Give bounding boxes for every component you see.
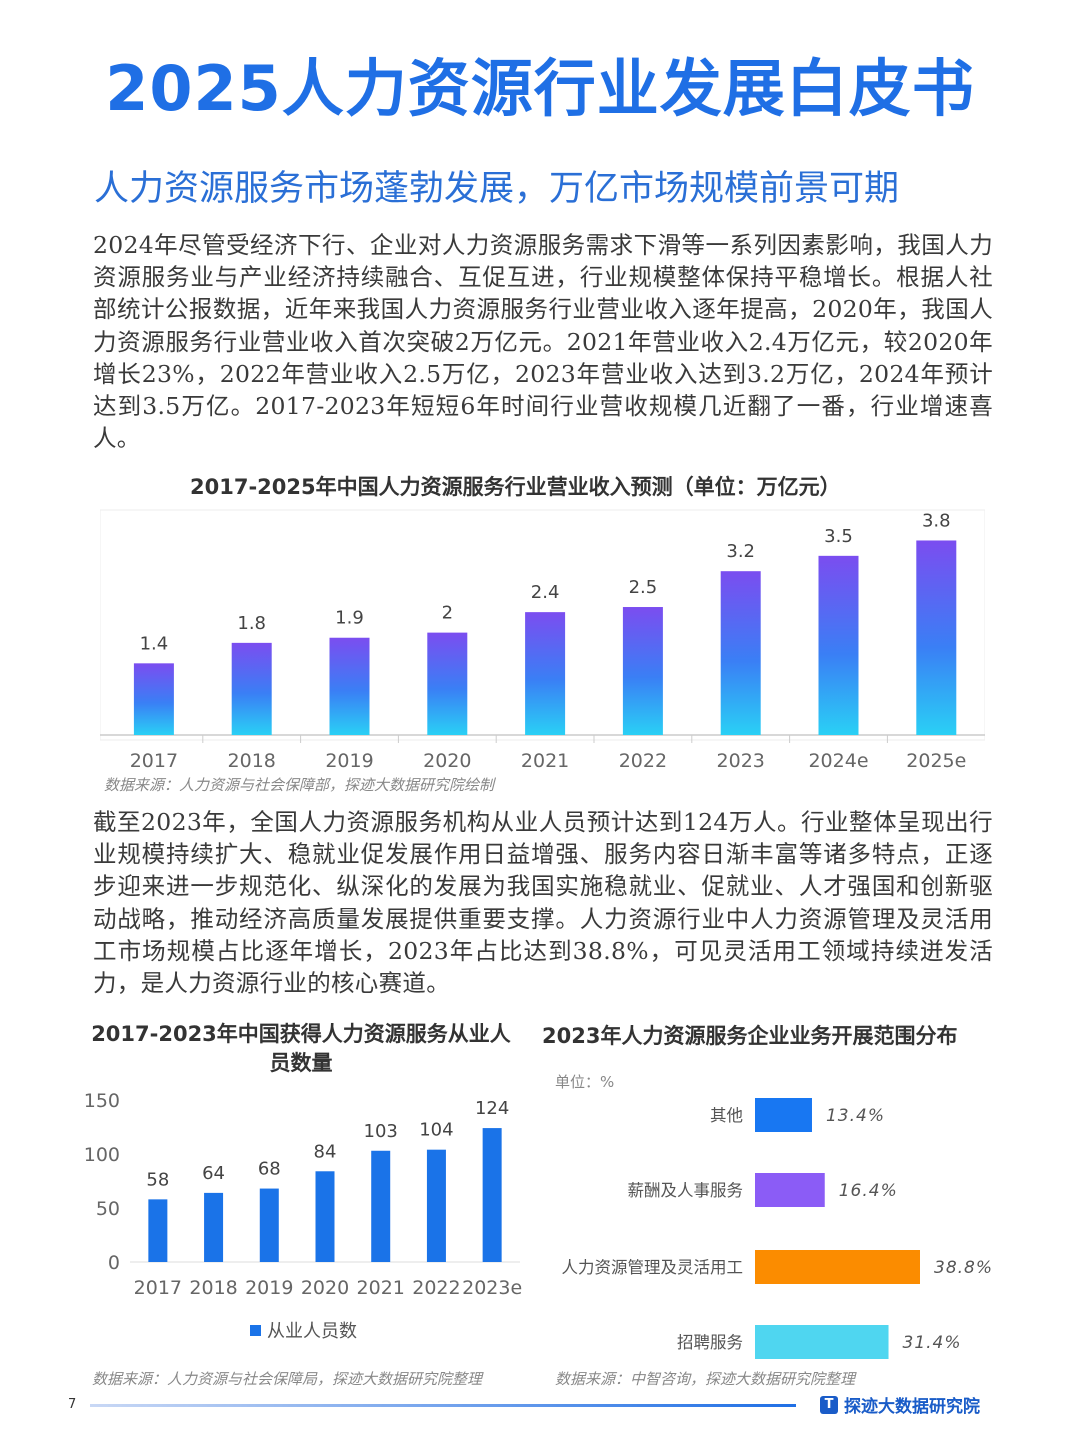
staff-x-tick: 2020 — [301, 1277, 349, 1299]
staff-bar — [148, 1199, 168, 1262]
brand-logo: T 探迹大数据研究院 — [820, 1392, 980, 1417]
staff-bar-label: 104 — [419, 1120, 453, 1141]
revenue-chart-source: 数据来源：人力资源与社会保障部，探迹大数据研究院绘制 — [104, 776, 495, 794]
distribution-category-label: 招聘服务 — [677, 1333, 743, 1352]
staff-x-tick: 2023e — [462, 1277, 522, 1299]
section-subtitle: 人力资源服务市场蓬勃发展，万亿市场规模前景可期 — [94, 169, 900, 209]
distribution-bar — [755, 1325, 889, 1359]
revenue-bar-label: 3.8 — [922, 510, 951, 531]
staff-x-tick: 2022 — [412, 1277, 460, 1299]
revenue-chart: 1.4 2017 1.8 2018 1.9 2019 2 2020 2.4 2021 2.5 2022… — [100, 509, 985, 772]
revenue-bar-label: 2.4 — [531, 582, 560, 603]
page-number: 7 — [68, 1397, 77, 1412]
page-title: 2025人力资源行业发展白皮书 — [105, 52, 975, 125]
revenue-bar — [525, 612, 566, 735]
brand-icon: T — [820, 1395, 838, 1414]
revenue-bar — [133, 663, 174, 735]
distribution-chart-source: 数据来源：中智咨询，探迹大数据研究院整理 — [555, 1370, 856, 1388]
revenue-x-tick: 2023 — [717, 750, 765, 772]
footer-divider — [90, 1404, 796, 1407]
staff-chart-title: 2017-2023年中国获得人力资源服务从业人员数量 — [91, 1022, 511, 1075]
staff-y-tick: 50 — [96, 1198, 120, 1220]
revenue-bar-label: 1.9 — [335, 608, 364, 629]
distribution-category-label: 薪酬及人事服务 — [628, 1181, 744, 1200]
revenue-bar — [427, 632, 468, 735]
distribution-bar-label: 38.8% — [934, 1258, 993, 1278]
revenue-x-tick: 2018 — [228, 750, 276, 772]
revenue-bar-label: 3.5 — [824, 526, 853, 547]
staff-bar-label: 103 — [364, 1121, 398, 1142]
revenue-x-tick: 2024e — [808, 750, 868, 772]
staff-legend-swatch — [250, 1325, 261, 1336]
revenue-bar-label: 2 — [442, 603, 453, 624]
revenue-chart-title: 2017-2025年中国人力资源服务行业营业收入预测（单位：万亿元） — [190, 475, 841, 499]
distribution-bar-label: 16.4% — [839, 1181, 898, 1201]
distribution-unit-label: 单位：% — [555, 1073, 614, 1091]
staff-chart: 0 50 100 150 58 2017 64 2018 68 2019 84 2020 103 2021… — [84, 1090, 522, 1342]
staff-bar — [482, 1128, 502, 1262]
staff-legend-label: 从业人员数 — [267, 1321, 357, 1342]
distribution-category-label: 其他 — [710, 1106, 743, 1125]
revenue-x-tick: 2019 — [325, 750, 373, 772]
paragraph-revenue: 2024年尽管受经济下行、企业对人力资源服务需求下滑等一系列因素影响，我国人力资… — [93, 231, 993, 453]
staff-bar — [371, 1150, 391, 1262]
staff-bar — [426, 1149, 446, 1262]
staff-bar — [315, 1171, 335, 1262]
brand-name: 探迹大数据研究院 — [844, 1397, 980, 1417]
staff-x-tick: 2019 — [245, 1277, 293, 1299]
staff-y-tick: 150 — [84, 1090, 120, 1112]
staff-bar-label: 68 — [258, 1159, 281, 1180]
staff-x-tick: 2017 — [134, 1277, 182, 1299]
revenue-x-tick: 2025e — [906, 750, 966, 772]
staff-x-tick: 2018 — [189, 1277, 237, 1299]
distribution-bar-label: 13.4% — [826, 1106, 885, 1126]
revenue-bar — [916, 540, 957, 735]
revenue-x-tick: 2017 — [130, 750, 178, 772]
revenue-bar — [329, 637, 370, 735]
staff-y-tick: 100 — [84, 1144, 120, 1166]
revenue-x-tick: 2021 — [521, 750, 569, 772]
staff-y-tick: 0 — [108, 1252, 120, 1274]
staff-bar-label: 84 — [314, 1141, 337, 1162]
staff-bar-label: 124 — [475, 1098, 509, 1119]
distribution-bar-label: 31.4% — [903, 1333, 962, 1353]
revenue-bar — [720, 571, 761, 735]
revenue-x-tick: 2022 — [619, 750, 667, 772]
distribution-bar — [755, 1173, 825, 1207]
staff-bar-label: 64 — [202, 1163, 225, 1184]
revenue-bar-label: 2.5 — [629, 577, 658, 598]
revenue-x-tick: 2020 — [423, 750, 471, 772]
distribution-chart-title: 2023年人力资源服务企业业务开展范围分布 — [542, 1024, 958, 1048]
revenue-bar-label: 1.8 — [237, 613, 266, 634]
distribution-chart: 单位：% 其他 13.4% 薪酬及人事服务 16.4% 人力资源管理及灵活用工 38.8% 招… — [555, 1073, 993, 1359]
staff-bar — [204, 1192, 224, 1262]
paragraph-staff: 截至2023年，全国人力资源服务机构从业人员预计达到124万人。行业整体呈现出行… — [93, 808, 993, 998]
distribution-bar — [755, 1098, 812, 1132]
revenue-bar-label: 1.4 — [140, 633, 169, 654]
staff-x-tick: 2021 — [357, 1277, 405, 1299]
revenue-bar-label: 3.2 — [726, 541, 755, 562]
distribution-category-label: 人力资源管理及灵活用工 — [562, 1258, 744, 1277]
distribution-bar — [755, 1250, 920, 1284]
staff-bar — [259, 1188, 279, 1262]
revenue-bar — [231, 642, 272, 735]
revenue-bar — [622, 607, 663, 735]
staff-chart-source: 数据来源：人力资源与社会保障局，探迹大数据研究院整理 — [92, 1370, 483, 1388]
revenue-bar — [818, 555, 859, 735]
staff-bar-label: 58 — [146, 1169, 169, 1190]
